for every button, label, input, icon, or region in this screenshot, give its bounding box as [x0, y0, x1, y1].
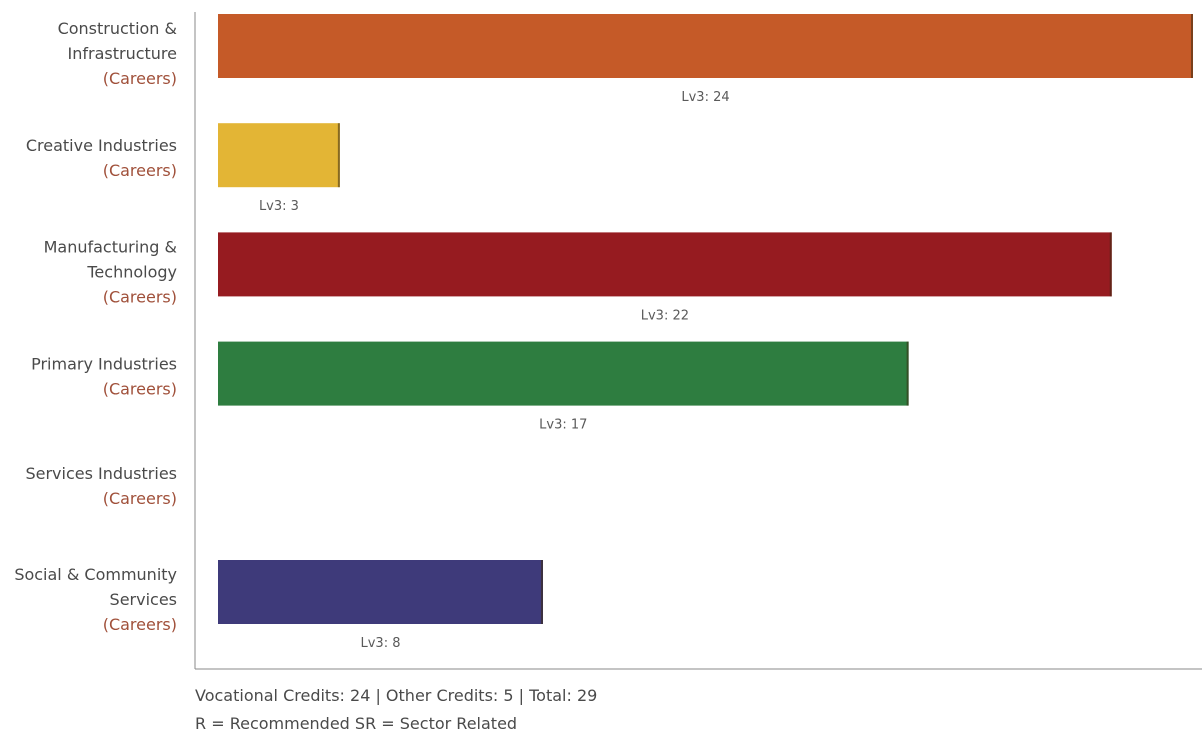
category-label-social-and-community-services: Services	[110, 590, 177, 609]
bar-social-and-community-services	[218, 560, 543, 624]
category-label-manufacturing-and-technology: Manufacturing &	[44, 237, 177, 256]
credits-summary: Vocational Credits: 24 | Other Credits: …	[195, 686, 598, 705]
category-sublabel: (Careers)	[103, 489, 177, 508]
category-label-primary-industries: Primary Industries	[31, 355, 177, 374]
bar-value-label: Lv3: 24	[681, 90, 729, 105]
abbreviation-legend: R = Recommended SR = Sector Related	[195, 714, 518, 733]
bar-primary-industries	[218, 341, 909, 406]
category-sublabel: (Careers)	[103, 615, 177, 634]
bar-construction-and-infrastructure	[218, 14, 1193, 78]
category-sublabel: (Careers)	[103, 380, 177, 399]
category-label-services-industries: Services Industries	[25, 464, 177, 483]
category-label-creative-industries: Creative Industries	[26, 136, 177, 155]
bar-end-cap	[541, 560, 543, 624]
category-label-construction-and-infrastructure: Infrastructure	[68, 44, 177, 63]
bar-end-cap	[906, 341, 909, 406]
bar-value-label: Lv3: 17	[539, 418, 587, 433]
bar-value-label: Lv3: 8	[361, 636, 401, 651]
bar-end-cap	[1109, 232, 1112, 297]
bar-end-cap	[1191, 14, 1193, 78]
category-label-construction-and-infrastructure: Construction &	[58, 19, 177, 38]
bars-group: Lv3: 24 Lv3: 3 Lv3: 22 Lv3: 17 Lv3: 8	[218, 14, 1193, 651]
bar-manufacturing-and-technology	[218, 232, 1112, 297]
category-sublabel: (Careers)	[103, 287, 177, 306]
category-label-manufacturing-and-technology: Technology	[86, 262, 177, 281]
category-label-social-and-community-services: Social & Community	[14, 565, 177, 584]
bar-creative-industries	[218, 123, 340, 188]
category-labels: Construction & Infrastructure (Careers) Cre…	[14, 19, 177, 634]
bar-value-label: Lv3: 22	[641, 308, 689, 323]
category-sublabel: (Careers)	[103, 161, 177, 180]
bar-end-cap	[337, 123, 340, 188]
category-sublabel: (Careers)	[103, 69, 177, 88]
bar-value-label: Lv3: 3	[259, 199, 299, 214]
